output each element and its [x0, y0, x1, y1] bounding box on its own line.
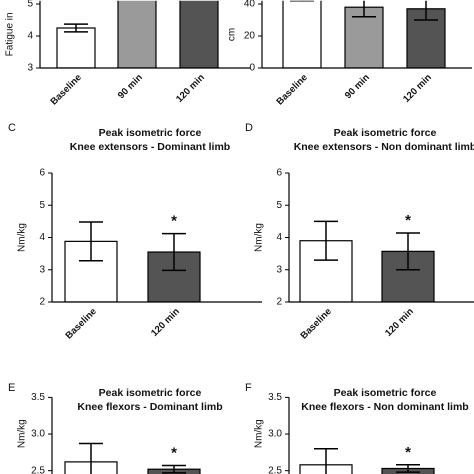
x-tick-label: 120 min — [149, 306, 182, 339]
panel-plot — [64, 221, 201, 302]
y-tick-label: 0 — [249, 63, 255, 74]
y-tick-label: 5 — [276, 200, 282, 211]
y-axis-label: Nm/kg — [17, 419, 28, 448]
x-tick-label: 90 min — [116, 72, 145, 101]
y-tick-label: 3.5 — [268, 392, 282, 403]
x-tick-label: Baseline — [274, 72, 309, 107]
panel-plot — [56, 0, 219, 68]
y-tick-label: 4 — [39, 232, 45, 243]
panel-label: D — [245, 122, 253, 134]
significance-marker: * — [171, 213, 177, 230]
y-tick-label: 2.5 — [31, 465, 45, 474]
x-tick-label: Baseline — [63, 306, 98, 341]
panel-subtitle: Knee extensors - Non dominant limb — [294, 141, 474, 153]
y-tick-label: 3.0 — [31, 429, 45, 440]
panel-plot — [299, 220, 435, 302]
x-tick-label: Baseline — [48, 72, 83, 107]
panel-plot — [64, 442, 201, 474]
x-tick-label: 120 min — [401, 72, 434, 105]
panel-label: C — [8, 122, 16, 134]
x-tick-label: 120 min — [174, 72, 207, 105]
panel-title: Peak isometric force — [334, 127, 437, 139]
y-tick-label: 5 — [39, 200, 45, 211]
bar — [179, 0, 219, 68]
y-tick-label: 2 — [39, 297, 45, 308]
y-tick-label: 3 — [276, 264, 282, 275]
panel-subtitle: Knee extensors - Dominant limb — [70, 141, 230, 153]
panel-subtitle: Knee flexors - Non dominant limb — [301, 401, 468, 413]
y-tick-label: 5 — [27, 0, 33, 10]
y-tick-label: 4 — [276, 232, 282, 243]
y-tick-label: 2.5 — [268, 465, 282, 474]
panel-label: F — [245, 382, 252, 394]
y-tick-label: 3 — [27, 63, 33, 74]
panel-subtitle: Knee flexors - Dominant limb — [77, 401, 222, 413]
y-axis-label: cm — [227, 28, 238, 41]
bar — [117, 0, 157, 68]
x-tick-label: 90 min — [343, 72, 372, 101]
y-axis-label: Fatigue in — [5, 12, 16, 56]
panel-title: Peak isometric force — [99, 127, 202, 139]
significance-marker: * — [171, 445, 177, 462]
y-tick-label: 3.0 — [268, 429, 282, 440]
y-axis-label: Nm/kg — [254, 223, 265, 252]
panel-title: Peak isometric force — [334, 387, 437, 399]
y-tick-label: 3 — [39, 264, 45, 275]
y-tick-label: 40 — [244, 0, 256, 10]
y-axis-label: Nm/kg — [17, 223, 28, 252]
x-tick-label: 120 min — [383, 306, 416, 339]
y-tick-label: 20 — [244, 31, 256, 42]
panel-plot — [299, 447, 435, 474]
y-tick-label: 2 — [276, 297, 282, 308]
significance-marker: * — [405, 444, 411, 461]
panel-plot — [282, 0, 446, 68]
y-tick-label: 6 — [276, 168, 282, 179]
y-tick-label: 6 — [39, 168, 45, 179]
panel-label: E — [8, 382, 15, 394]
significance-marker: * — [405, 212, 411, 229]
y-tick-label: 4 — [27, 31, 33, 42]
y-tick-label: 3.5 — [31, 392, 45, 403]
x-tick-label: Baseline — [298, 306, 333, 341]
bar — [56, 27, 96, 68]
panel-title: Peak isometric force — [99, 387, 202, 399]
y-axis-label: Nm/kg — [254, 419, 265, 448]
bar — [282, 0, 322, 68]
